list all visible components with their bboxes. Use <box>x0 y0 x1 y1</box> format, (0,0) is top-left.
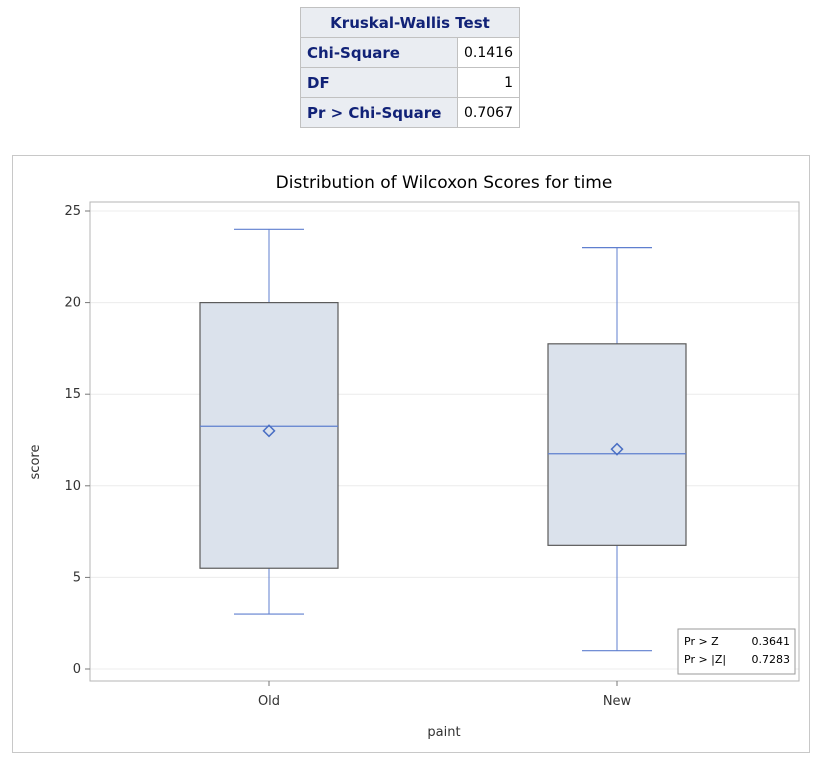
inset-label: Pr > |Z| <box>684 653 726 666</box>
kw-row-label: Chi-Square <box>300 37 458 68</box>
y-tick-label: 0 <box>73 662 81 677</box>
kw-row-value: 0.1416 <box>457 37 520 68</box>
axes: 0 5 10 15 20 25 Old New <box>64 201 800 709</box>
inset-legend: Pr > Z 0.3641 Pr > |Z| 0.7283 <box>677 628 796 675</box>
table-row: Pr > Chi-Square 0.7067 <box>300 97 520 128</box>
mean-marker <box>262 424 276 438</box>
y-tick-label: 5 <box>73 570 81 585</box>
table-row: Chi-Square 0.1416 <box>300 37 520 68</box>
kw-table-title: Kruskal-Wallis Test <box>300 7 520 38</box>
kw-row-value: 0.7067 <box>457 97 520 128</box>
grid-lines <box>90 210 799 670</box>
y-tick-label: 10 <box>64 479 81 494</box>
x-tick-label: Old <box>258 694 280 709</box>
inset-value: 0.7283 <box>752 653 791 666</box>
kw-row-value: 1 <box>457 67 520 98</box>
x-tick-label: New <box>603 694 632 709</box>
plot-frame <box>89 201 800 682</box>
box-old <box>199 228 339 615</box>
inset-value: 0.3641 <box>752 635 791 648</box>
chart-title: Distribution of Wilcoxon Scores for time <box>276 173 613 193</box>
mean-marker <box>610 442 624 456</box>
boxplot-svg: Distribution of Wilcoxon Scores for time… <box>28 173 800 740</box>
table-row: DF 1 <box>300 67 520 98</box>
box-new <box>547 247 687 652</box>
box-series <box>199 228 687 652</box>
x-axis-label: paint <box>427 725 460 740</box>
y-tick-label: 25 <box>64 204 81 219</box>
kruskal-wallis-table: Kruskal-Wallis Test Chi-Square 0.1416 DF… <box>300 7 520 128</box>
y-tick-label: 15 <box>64 387 81 402</box>
kw-row-label: Pr > Chi-Square <box>300 97 458 128</box>
inset-frame <box>677 628 796 675</box>
y-axis-label: score <box>28 445 43 480</box>
inset-label: Pr > Z <box>684 635 719 648</box>
boxplot-graph: Distribution of Wilcoxon Scores for time… <box>12 155 810 753</box>
y-tick-label: 20 <box>64 296 81 311</box>
kw-row-label: DF <box>300 67 458 98</box>
